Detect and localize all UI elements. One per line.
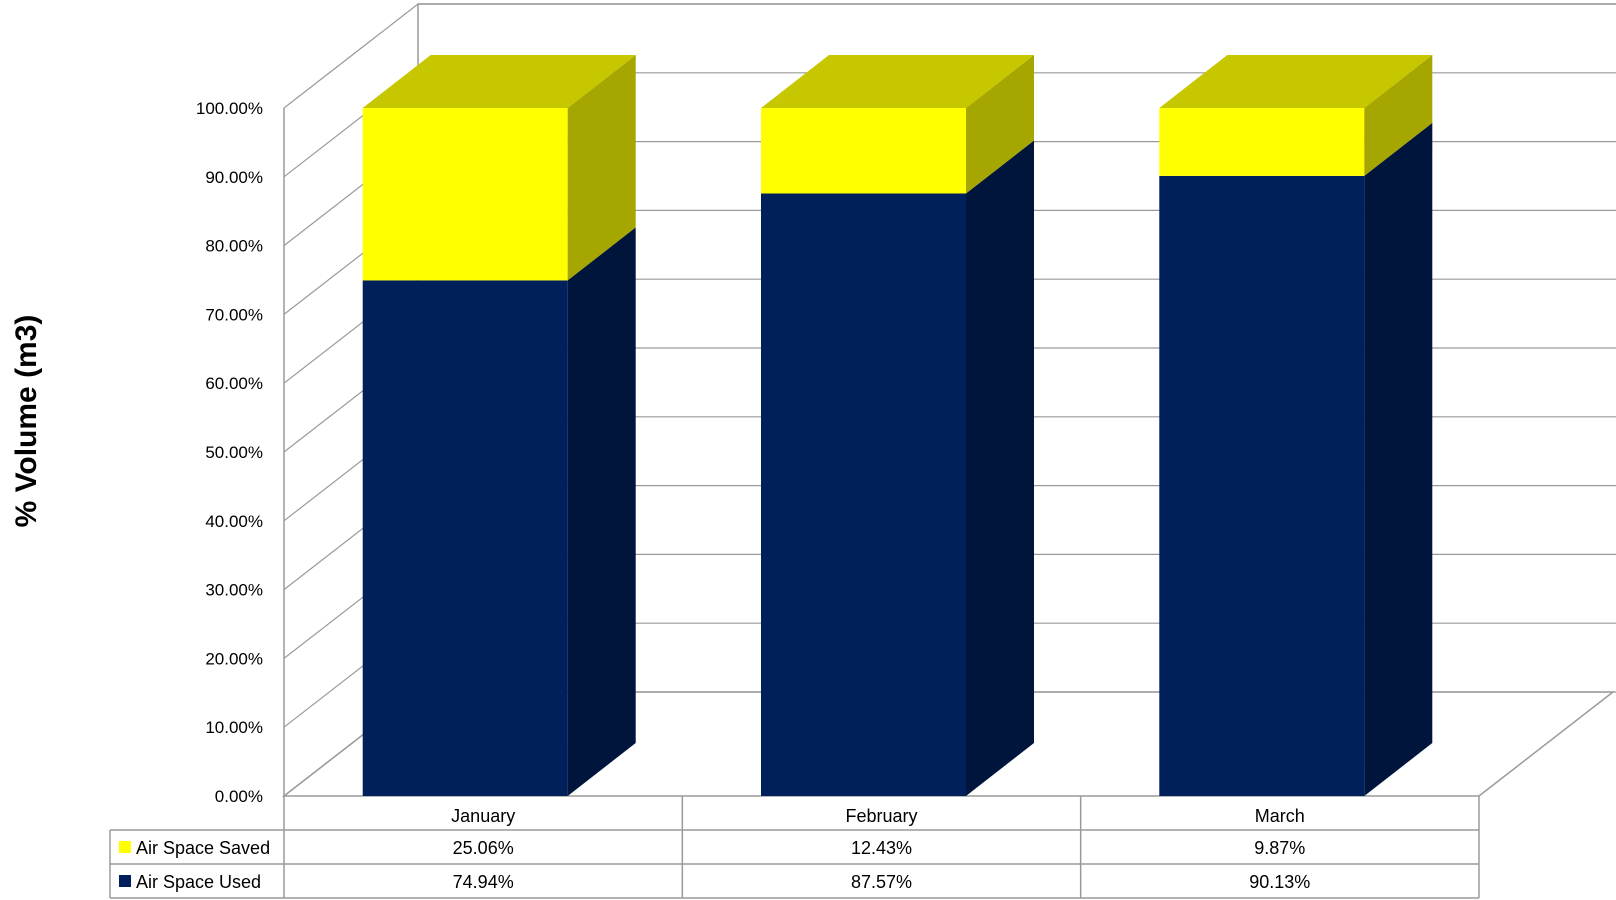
table-value: 12.43% xyxy=(851,838,912,858)
y-tick-label: 70.00% xyxy=(205,305,263,324)
bar-segment-side xyxy=(1364,122,1433,796)
table-value: 74.94% xyxy=(453,872,514,892)
y-tick-label: 80.00% xyxy=(205,237,263,256)
y-tick-label: 100.00% xyxy=(196,99,263,118)
gridline xyxy=(283,3,1616,109)
legend-swatch xyxy=(119,841,131,853)
y-axis-label: % Volume (m3) xyxy=(10,315,43,528)
legend-series-name: Air Space Saved xyxy=(136,838,270,858)
bar-segment xyxy=(761,193,966,796)
y-tick-label: 50.00% xyxy=(205,443,263,462)
y-tick-label: 20.00% xyxy=(205,649,263,668)
y-tick-label: 40.00% xyxy=(205,512,263,531)
y-tick-label: 60.00% xyxy=(205,374,263,393)
table-category-label: February xyxy=(845,806,917,826)
bars xyxy=(362,55,1433,796)
bar-segment-top xyxy=(1159,55,1433,108)
bar-segment xyxy=(761,108,966,194)
bar-february xyxy=(761,55,1034,796)
bar-segment-side xyxy=(966,55,1034,194)
bar-segment xyxy=(1159,175,1365,796)
y-tick-label: 0.00% xyxy=(215,787,263,806)
legend-series-name: Air Space Used xyxy=(136,872,261,892)
y-axis-ticks: 0.00% 10.00% 20.00% 30.00% 40.00% 50.00% 60.00… xyxy=(196,99,263,806)
data-table: January February March Air Space Saved 25.06… xyxy=(109,796,1480,899)
table-value: 25.06% xyxy=(453,838,514,858)
bar-segment xyxy=(362,280,568,796)
y-tick-label: 10.00% xyxy=(205,718,263,737)
bar-segment xyxy=(1159,108,1365,176)
bar-segment xyxy=(362,108,568,281)
y-tick-label: 90.00% xyxy=(205,168,263,187)
legend-swatch xyxy=(119,875,131,887)
table-value: 9.87% xyxy=(1254,838,1305,858)
y-tick-label: 30.00% xyxy=(205,581,263,600)
bar-segment-side xyxy=(567,55,636,281)
table-value: 87.57% xyxy=(851,872,912,892)
table-category-label: March xyxy=(1255,806,1305,826)
table-category-label: January xyxy=(451,806,515,826)
bar-march xyxy=(1159,55,1433,796)
bar-segment-side xyxy=(966,140,1034,796)
bar-segment-top xyxy=(761,55,1034,108)
table-value: 90.13% xyxy=(1249,872,1310,892)
bar-segment-side xyxy=(1364,55,1433,176)
bar-january xyxy=(362,55,636,796)
bar-segment-side xyxy=(567,227,636,796)
bar-segment-top xyxy=(362,55,636,108)
